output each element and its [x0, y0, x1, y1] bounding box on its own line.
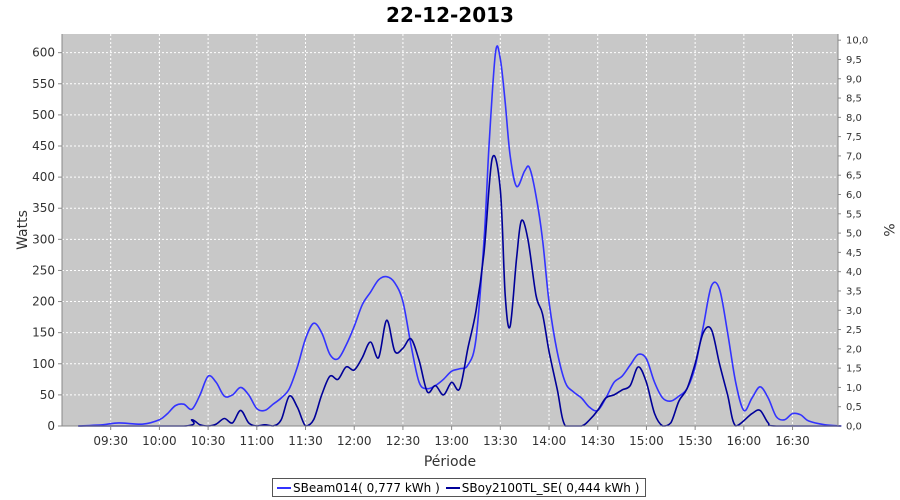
y2-tick-label: 9,0 [846, 74, 862, 85]
legend-label-series-1: SBeam014( 0,777 kWh ) [293, 480, 440, 495]
y2-tick-label: 7,5 [846, 132, 862, 143]
y2-tick-label: 3,5 [846, 286, 862, 297]
y2-axis-label: % [880, 223, 896, 236]
y2-tick-label: 5,0 [846, 229, 862, 240]
legend-item-series-1: SBeam014( 0,777 kWh ) [277, 481, 440, 495]
y2-tick-label: 9,5 [846, 55, 862, 66]
y-tick-label: 0 [47, 419, 55, 433]
y2-tick-label: 8,0 [846, 113, 862, 124]
x-tick-label: 10:00 [142, 434, 177, 448]
plot-area [62, 34, 838, 426]
x-tick-label: 09:30 [93, 434, 128, 448]
x-tick-label: 11:30 [288, 434, 323, 448]
y2-tick-label: 4,5 [846, 248, 862, 259]
y-tick-label: 350 [32, 201, 55, 215]
y2-tick-label: 1,0 [846, 383, 862, 394]
x-tick-label: 16:30 [775, 434, 810, 448]
x-tick-label: 15:30 [678, 434, 713, 448]
x-tick-label: 13:30 [483, 434, 518, 448]
x-tick-label: 14:30 [580, 434, 615, 448]
series-layer [78, 45, 842, 427]
x-tick-label: 16:00 [727, 434, 762, 448]
y-tick-label: 400 [32, 170, 55, 184]
y2-tick-label: 5,5 [846, 209, 862, 220]
x-axis-ticks: 09:30 10:00 10:30 11:00 11:30 12:00 12:30 13:00… [93, 426, 810, 448]
legend: SBeam014( 0,777 kWh ) SBoy2100TL_SE( 0,4… [272, 478, 647, 497]
x-tick-label: 10:30 [191, 434, 226, 448]
legend-swatch-series-1 [277, 486, 291, 489]
x-tick-label: 12:30 [386, 434, 421, 448]
x-tick-label: 12:00 [337, 434, 372, 448]
y2-tick-label: 0,0 [846, 422, 862, 433]
y2-tick-label: 6,0 [846, 190, 862, 201]
legend-item-series-2: SBoy2100TL_SE( 0,444 kWh ) [445, 480, 640, 495]
chart-title: 22-12-2013 [386, 3, 514, 27]
y-tick-label: 150 [32, 326, 55, 340]
legend-label-series-2: SBoy2100TL_SE( 0,444 kWh ) [461, 480, 640, 495]
y2-tick-label: 10,0 [846, 36, 868, 47]
y2-tick-label: 3,0 [846, 306, 862, 317]
x-tick-label: 15:00 [629, 434, 664, 448]
x-tick-label: 11:00 [240, 434, 275, 448]
y2-tick-label: 0,5 [846, 402, 862, 413]
series-line-1 [78, 45, 842, 427]
y2-tick-label: 8,5 [846, 94, 862, 105]
x-tick-label: 13:00 [434, 434, 469, 448]
y-tick-label: 300 [32, 232, 55, 246]
series-line-2 [78, 154, 842, 427]
y-tick-label: 550 [32, 77, 55, 91]
x-axis-label: Période [424, 454, 476, 470]
y-tick-label: 50 [40, 388, 55, 402]
y-tick-label: 100 [32, 357, 55, 371]
y2-tick-label: 2,5 [846, 325, 862, 336]
y2-axis-ticks: 0,0 0,5 1,0 1,5 2,0 2,5 3,0 3,5 4,0 4,5 5,0 5,5 6,0 6… [838, 36, 868, 433]
y2-tick-label: 6,5 [846, 171, 862, 182]
x-tick-label: 14:00 [532, 434, 567, 448]
y2-tick-label: 4,0 [846, 267, 862, 278]
y-tick-label: 250 [32, 263, 55, 277]
y-tick-label: 600 [32, 46, 55, 60]
legend-swatch-series-2 [445, 486, 460, 489]
y2-tick-label: 1,5 [846, 364, 862, 375]
y-axis-ticks: 0 50 100 150 200 250 300 350 400 450 500 550 600 [32, 46, 62, 433]
y-tick-label: 200 [32, 295, 55, 309]
grid-lines [62, 34, 838, 427]
y-tick-label: 450 [32, 139, 55, 153]
y-tick-label: 500 [32, 108, 55, 122]
y-axis-label: Watts [15, 210, 31, 250]
y2-tick-label: 2,0 [846, 344, 862, 355]
y2-tick-label: 7,0 [846, 151, 862, 162]
